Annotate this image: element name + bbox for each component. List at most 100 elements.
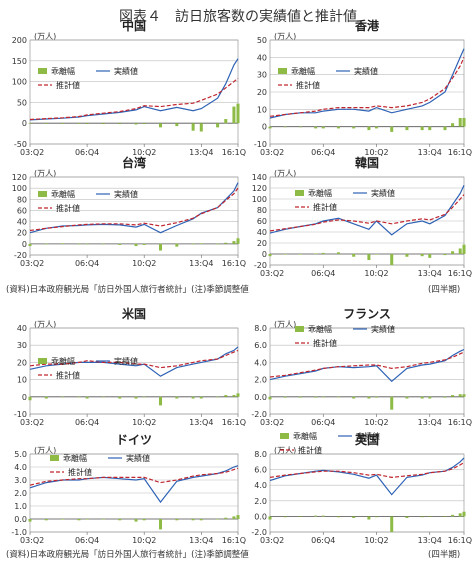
gap-bar bbox=[28, 519, 32, 522]
gap-bar bbox=[443, 126, 447, 131]
y-tick-label: 120 bbox=[252, 184, 267, 193]
gap-bar bbox=[199, 519, 203, 521]
y-tick-label: 20 bbox=[257, 88, 267, 97]
x-tick-label: 16:1Q bbox=[222, 418, 246, 427]
period-note-bottom: (四半期) bbox=[428, 550, 461, 560]
legend-label-estimate: 推計値 bbox=[56, 203, 80, 213]
gap-bar bbox=[458, 394, 462, 397]
y-tick-label: 2.0 bbox=[254, 376, 267, 385]
gap-bar bbox=[375, 126, 379, 129]
gap-bar bbox=[216, 519, 220, 520]
gap-bar bbox=[298, 126, 302, 128]
legend-label-actual: 実績値 bbox=[371, 188, 395, 198]
y-tick-label: 1.0 bbox=[14, 502, 27, 511]
gap-bar bbox=[451, 123, 455, 127]
period-note-top: (四半期) bbox=[428, 285, 461, 295]
gap-bar bbox=[224, 517, 228, 519]
gap-bar bbox=[232, 395, 236, 397]
gap-bar bbox=[352, 516, 356, 518]
gap-bar bbox=[118, 123, 122, 125]
y-tick-label: -20 bbox=[14, 251, 27, 260]
gap-bar bbox=[61, 243, 65, 244]
legend-label-actual: 実績値 bbox=[114, 356, 138, 366]
x-tick-label: 03:Q2 bbox=[20, 148, 44, 157]
gap-bar bbox=[268, 126, 272, 129]
y-tick-label: 5.0 bbox=[14, 450, 27, 459]
gap-bar bbox=[28, 123, 32, 124]
gap-bar bbox=[390, 126, 394, 132]
gap-bar bbox=[175, 123, 179, 127]
legend-label-estimate: 推計値 bbox=[56, 370, 80, 380]
y-unit-label: (万人) bbox=[274, 169, 296, 178]
gap-bar bbox=[298, 396, 302, 398]
gap-bar bbox=[428, 396, 432, 399]
gap-bar bbox=[232, 516, 236, 519]
gap-bar bbox=[443, 516, 447, 517]
x-tick-label: 10:Q2 bbox=[364, 418, 388, 427]
x-tick-label: 10:Q2 bbox=[132, 418, 156, 427]
y-unit-label: (万人) bbox=[34, 320, 56, 329]
gap-bar bbox=[142, 519, 146, 521]
gap-bar bbox=[85, 123, 89, 125]
gap-bar bbox=[118, 519, 122, 521]
legend-label-actual: 実績値 bbox=[114, 189, 138, 199]
y-unit-label: (万人) bbox=[274, 446, 296, 455]
legend-label-estimate: 推計値 bbox=[313, 338, 337, 348]
gap-bar bbox=[191, 396, 195, 399]
gap-bar bbox=[451, 514, 455, 517]
y-tick-label: 50 bbox=[257, 36, 267, 45]
legend-label-gap: 乖離幅 bbox=[308, 188, 332, 198]
y-tick-label: 50 bbox=[17, 98, 27, 107]
chart-4: 米国 (万人) -10 0 10 20 30 40 03:Q2 06:Q4 10:Q2 13:Q4 16… bbox=[14, 306, 246, 427]
gap-bar bbox=[314, 253, 318, 255]
legend-label-estimate: 推計値 bbox=[56, 80, 80, 90]
y-tick-label: 8.0 bbox=[254, 324, 267, 333]
gap-bar bbox=[216, 396, 220, 398]
gap-bar bbox=[458, 248, 462, 254]
legend-label-actual: 実績値 bbox=[126, 453, 150, 463]
legend-swatch-gap bbox=[278, 68, 287, 74]
actual-series-line bbox=[29, 465, 239, 504]
x-tick-label: 03:Q2 bbox=[20, 259, 44, 268]
gap-bar bbox=[224, 242, 228, 244]
gap-bar bbox=[191, 123, 195, 131]
gap-bar bbox=[458, 513, 462, 517]
gap-bar bbox=[77, 396, 81, 398]
plot-frame bbox=[269, 39, 465, 145]
plot-frame bbox=[29, 453, 239, 533]
gap-bar bbox=[101, 243, 105, 245]
gap-bar bbox=[283, 254, 287, 255]
gap-bar bbox=[236, 393, 240, 397]
x-tick-label: 03:Q2 bbox=[260, 418, 284, 427]
gap-bar bbox=[405, 516, 409, 518]
chart-title: ドイツ bbox=[116, 433, 152, 447]
chart-0: 中国 (万人) -50 0 50 100 150 200 03:Q2 06:Q4 10:Q2 13:Q… bbox=[12, 18, 246, 157]
actual-series-line bbox=[269, 457, 465, 496]
gap-bar bbox=[405, 126, 409, 131]
x-tick-label: 13:Q4 bbox=[418, 269, 442, 278]
gap-bar bbox=[367, 516, 371, 520]
x-tick-label: 06:Q4 bbox=[311, 148, 335, 157]
gap-bar bbox=[283, 396, 287, 398]
y-tick-label: 30 bbox=[17, 341, 27, 350]
y-tick-label: 120 bbox=[12, 173, 27, 182]
x-tick-label: 03:Q2 bbox=[20, 418, 44, 427]
y-tick-label: 60 bbox=[257, 217, 267, 226]
estimate-series-line bbox=[29, 467, 239, 486]
gap-bar bbox=[268, 396, 272, 400]
actual-series-line bbox=[269, 48, 465, 119]
x-tick-label: 06:Q4 bbox=[75, 259, 99, 268]
gap-bar bbox=[191, 519, 195, 521]
estimate-series-line bbox=[269, 194, 465, 232]
y-tick-label: 0 bbox=[262, 250, 267, 259]
gap-bar bbox=[283, 126, 287, 128]
y-tick-label: 40 bbox=[17, 218, 27, 227]
gap-bar bbox=[232, 106, 236, 124]
plot-frame bbox=[269, 327, 465, 415]
legend-label-actual: 実績値 bbox=[114, 66, 138, 76]
y-tick-label: 6.0 bbox=[254, 341, 267, 350]
x-tick-label: 16:1Q bbox=[222, 148, 246, 157]
gap-bar bbox=[216, 123, 220, 128]
